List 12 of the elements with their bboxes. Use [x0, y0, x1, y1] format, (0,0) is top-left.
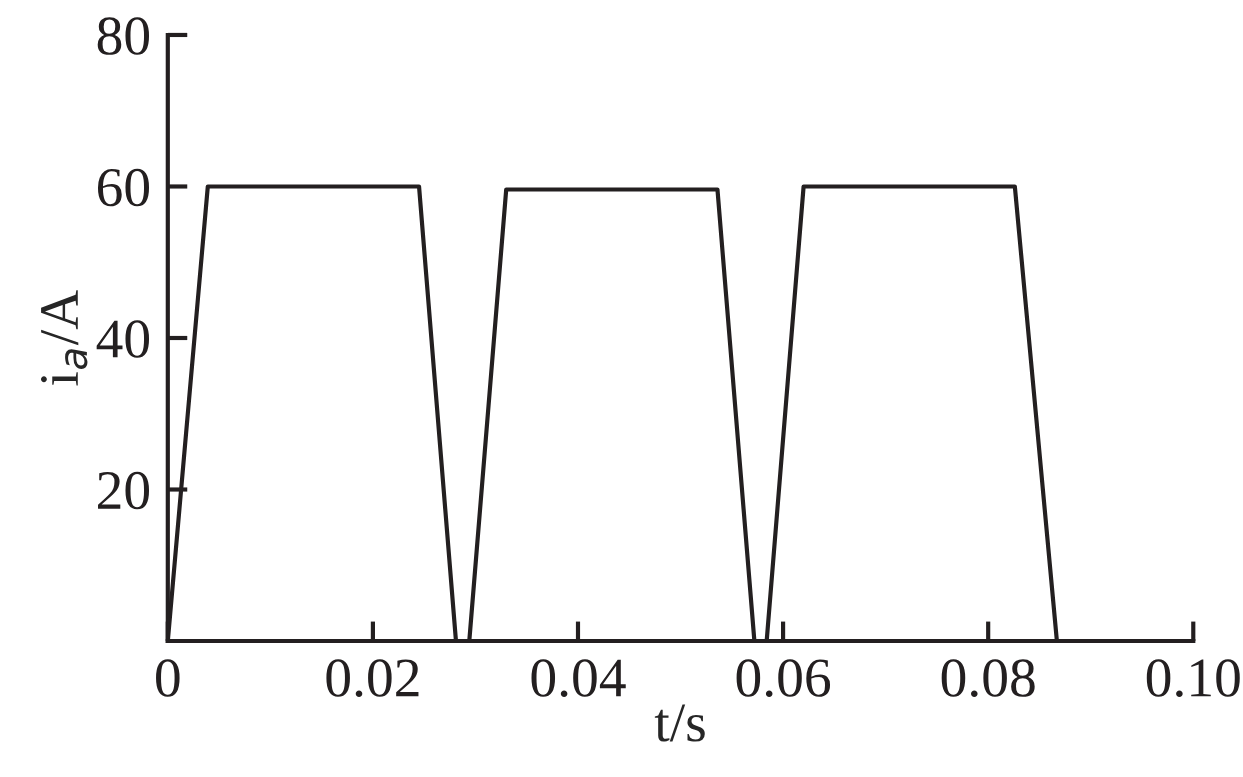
x-tick-label: 0.04 [531, 659, 626, 698]
y-tick-label: 60 [97, 168, 150, 207]
y-tick-label: 40 [96, 320, 150, 358]
x-axis-title: t/s [654, 704, 705, 742]
x-tick-label: 0.06 [736, 659, 831, 698]
y-axis-title: i$_{a}$/A [40, 290, 88, 386]
y-tick-label: 80 [97, 17, 150, 55]
x-tick-label: 0.10 [1146, 659, 1240, 698]
y-tick-label: 20 [98, 471, 150, 510]
x-tick-label: 0 [156, 659, 180, 697]
x-tick-label: 0.08 [941, 659, 1035, 698]
x-tick-label: 0.02 [326, 659, 419, 698]
